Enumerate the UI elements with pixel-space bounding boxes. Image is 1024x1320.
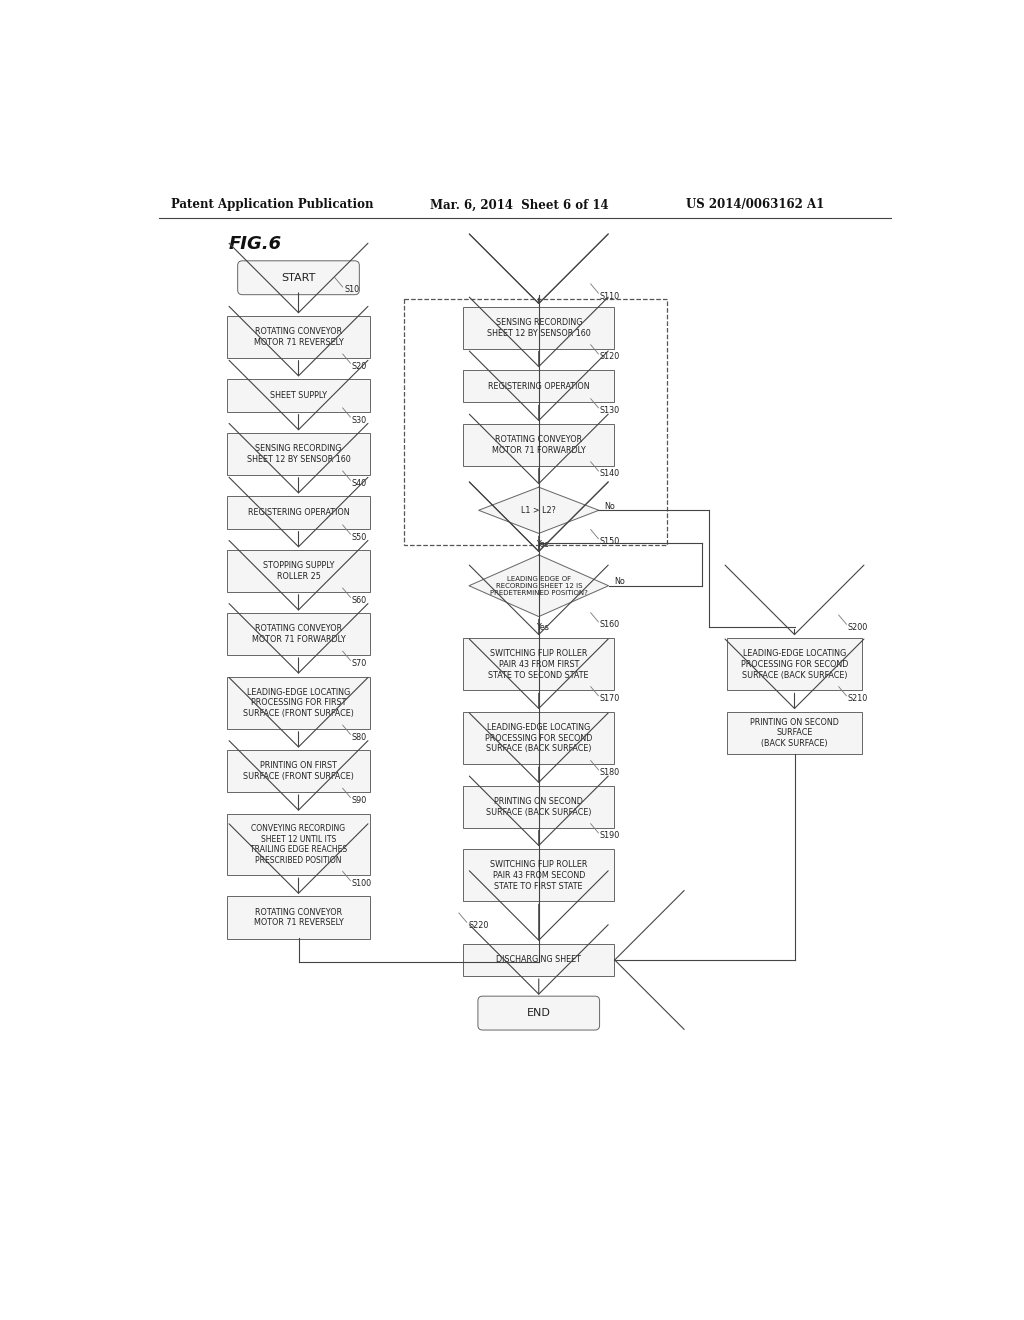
Text: Yes: Yes: [537, 623, 549, 632]
Text: S30: S30: [352, 416, 367, 425]
FancyBboxPatch shape: [463, 849, 614, 902]
FancyBboxPatch shape: [478, 997, 600, 1030]
Text: S110: S110: [600, 292, 621, 301]
Text: S130: S130: [600, 407, 621, 416]
Text: START: START: [282, 273, 315, 282]
Text: ROTATING CONVEYOR
MOTOR 71 REVERSELY: ROTATING CONVEYOR MOTOR 71 REVERSELY: [254, 908, 343, 928]
FancyBboxPatch shape: [226, 896, 371, 939]
FancyBboxPatch shape: [226, 813, 371, 875]
FancyBboxPatch shape: [463, 424, 614, 466]
Text: S180: S180: [600, 768, 621, 777]
Text: ROTATING CONVEYOR
MOTOR 71 FORWARDLY: ROTATING CONVEYOR MOTOR 71 FORWARDLY: [492, 436, 586, 454]
Text: Mar. 6, 2014  Sheet 6 of 14: Mar. 6, 2014 Sheet 6 of 14: [430, 198, 609, 211]
Text: S50: S50: [352, 533, 368, 541]
FancyBboxPatch shape: [463, 944, 614, 977]
Text: S210: S210: [848, 694, 868, 704]
FancyBboxPatch shape: [463, 711, 614, 764]
Text: S10: S10: [344, 285, 359, 294]
FancyBboxPatch shape: [226, 496, 371, 529]
Text: END: END: [526, 1008, 551, 1018]
Text: ROTATING CONVEYOR
MOTOR 71 FORWARDLY: ROTATING CONVEYOR MOTOR 71 FORWARDLY: [252, 624, 345, 644]
FancyBboxPatch shape: [463, 370, 614, 403]
Text: PRINTING ON SECOND
SURFACE (BACK SURFACE): PRINTING ON SECOND SURFACE (BACK SURFACE…: [486, 797, 592, 817]
Text: S170: S170: [600, 694, 621, 704]
Text: SWITCHING FLIP ROLLER
PAIR 43 FROM SECOND
STATE TO FIRST STATE: SWITCHING FLIP ROLLER PAIR 43 FROM SECON…: [490, 861, 588, 891]
Text: PRINTING ON SECOND
SURFACE
(BACK SURFACE): PRINTING ON SECOND SURFACE (BACK SURFACE…: [750, 718, 839, 748]
Text: S100: S100: [352, 879, 372, 888]
Text: S150: S150: [600, 537, 621, 546]
Text: S200: S200: [848, 623, 868, 632]
FancyBboxPatch shape: [226, 677, 371, 729]
Text: LEADING EDGE OF
RECORDING SHEET 12 IS
PREDETERMINED POSITION?: LEADING EDGE OF RECORDING SHEET 12 IS PR…: [489, 576, 588, 595]
Text: No: No: [614, 577, 626, 586]
Text: US 2014/0063162 A1: US 2014/0063162 A1: [686, 198, 824, 211]
Text: S20: S20: [352, 362, 368, 371]
Text: FIG.6: FIG.6: [228, 235, 282, 253]
Text: LEADING-EDGE LOCATING
PROCESSING FOR SECOND
SURFACE (BACK SURFACE): LEADING-EDGE LOCATING PROCESSING FOR SEC…: [740, 649, 848, 680]
FancyBboxPatch shape: [226, 315, 371, 358]
Text: L1 > L2?: L1 > L2?: [521, 506, 556, 515]
Text: CONVEYING RECORDING
SHEET 12 UNTIL ITS
TRAILING EDGE REACHES
PRESCRIBED POSITION: CONVEYING RECORDING SHEET 12 UNTIL ITS T…: [250, 824, 347, 865]
Text: LEADING-EDGE LOCATING
PROCESSING FOR SECOND
SURFACE (BACK SURFACE): LEADING-EDGE LOCATING PROCESSING FOR SEC…: [485, 723, 593, 754]
Text: S190: S190: [600, 832, 621, 841]
Text: Patent Application Publication: Patent Application Publication: [171, 198, 373, 211]
FancyBboxPatch shape: [727, 638, 862, 690]
FancyBboxPatch shape: [226, 750, 371, 792]
Text: S140: S140: [600, 470, 621, 478]
Text: SENSING RECORDING
SHEET 12 BY SENSOR 160: SENSING RECORDING SHEET 12 BY SENSOR 160: [247, 445, 350, 463]
Text: No: No: [604, 502, 615, 511]
Text: S160: S160: [600, 620, 621, 630]
FancyBboxPatch shape: [463, 306, 614, 348]
FancyBboxPatch shape: [463, 785, 614, 828]
FancyBboxPatch shape: [226, 433, 371, 475]
Text: REGISTERING OPERATION: REGISTERING OPERATION: [248, 508, 349, 517]
Text: S60: S60: [352, 595, 367, 605]
Text: STOPPING SUPPLY
ROLLER 25: STOPPING SUPPLY ROLLER 25: [263, 561, 334, 581]
FancyBboxPatch shape: [238, 261, 359, 294]
FancyBboxPatch shape: [463, 638, 614, 690]
FancyBboxPatch shape: [226, 612, 371, 656]
Text: S220: S220: [468, 921, 488, 929]
Text: S40: S40: [352, 479, 367, 487]
Text: ROTATING CONVEYOR
MOTOR 71 REVERSELY: ROTATING CONVEYOR MOTOR 71 REVERSELY: [254, 327, 343, 347]
Text: REGISTERING OPERATION: REGISTERING OPERATION: [488, 381, 590, 391]
Text: Yes: Yes: [537, 540, 549, 549]
Text: SENSING RECORDING
SHEET 12 BY SENSOR 160: SENSING RECORDING SHEET 12 BY SENSOR 160: [486, 318, 591, 338]
Polygon shape: [469, 554, 608, 616]
Text: LEADING-EDGE LOCATING
PROCESSING FOR FIRST
SURFACE (FRONT SURFACE): LEADING-EDGE LOCATING PROCESSING FOR FIR…: [243, 688, 354, 718]
Polygon shape: [478, 487, 599, 533]
FancyBboxPatch shape: [727, 711, 862, 754]
Text: S70: S70: [352, 659, 368, 668]
FancyBboxPatch shape: [226, 379, 371, 412]
Text: DISCHARGING SHEET: DISCHARGING SHEET: [497, 956, 582, 965]
Text: S80: S80: [352, 733, 367, 742]
Text: SHEET SUPPLY: SHEET SUPPLY: [270, 391, 327, 400]
Text: S90: S90: [352, 796, 368, 805]
Text: PRINTING ON FIRST
SURFACE (FRONT SURFACE): PRINTING ON FIRST SURFACE (FRONT SURFACE…: [243, 762, 354, 781]
FancyBboxPatch shape: [226, 550, 371, 593]
Text: SWITCHING FLIP ROLLER
PAIR 43 FROM FIRST
STATE TO SECOND STATE: SWITCHING FLIP ROLLER PAIR 43 FROM FIRST…: [488, 649, 589, 680]
Text: S120: S120: [600, 352, 621, 362]
